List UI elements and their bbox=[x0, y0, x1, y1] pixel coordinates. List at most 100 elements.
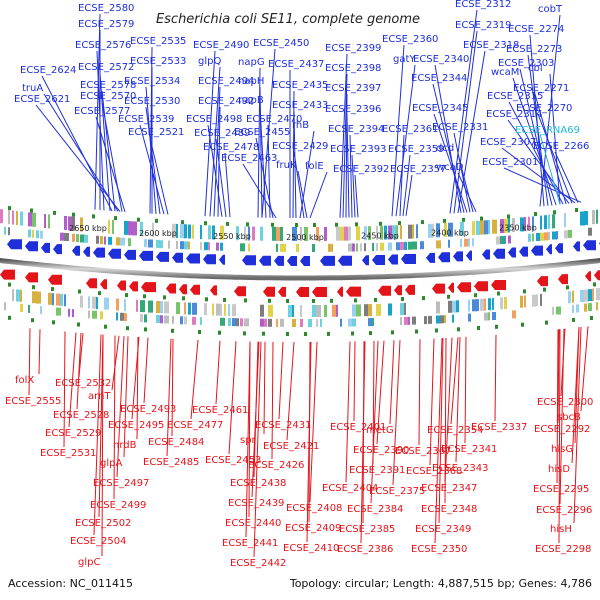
reverse-leader-line bbox=[76, 332, 82, 410]
forward-gene-label: ECSE_2314 bbox=[486, 109, 542, 120]
forward-feature-band bbox=[292, 227, 297, 241]
track-tick-dot bbox=[545, 320, 548, 325]
track-tick-dot bbox=[8, 315, 11, 320]
forward-gene-label: ECSE_2359 bbox=[388, 144, 444, 155]
forward-feature-band bbox=[380, 225, 383, 240]
reverse-leader-line bbox=[245, 341, 251, 538]
reverse-feature-band bbox=[320, 318, 322, 327]
forward-gene-arrow bbox=[531, 245, 543, 256]
forward-leader-line bbox=[391, 44, 405, 217]
forward-leader-line bbox=[402, 154, 411, 216]
forward-feature-band bbox=[156, 239, 160, 248]
forward-gene-label: ECSE_2478 bbox=[203, 142, 259, 153]
forward-gene-label: ECSE_2394 bbox=[328, 124, 384, 135]
reverse-feature-band bbox=[364, 304, 369, 317]
forward-feature-band bbox=[220, 225, 224, 240]
reverse-gene-label: ECSE_2408 bbox=[286, 503, 342, 514]
reverse-gene-label: ECSE_2504 bbox=[70, 536, 126, 547]
forward-leader-line bbox=[507, 119, 570, 204]
forward-feature-band bbox=[28, 212, 33, 227]
forward-feature-band bbox=[432, 223, 434, 238]
reverse-feature-band bbox=[88, 310, 90, 319]
forward-feature-band bbox=[184, 241, 189, 250]
reverse-feature-band bbox=[224, 303, 226, 316]
reverse-feature-band bbox=[216, 303, 220, 316]
track-tick-dot bbox=[457, 327, 460, 332]
forward-feature-band bbox=[148, 239, 153, 248]
track-tick-dot bbox=[421, 220, 424, 225]
forward-feature-band bbox=[380, 242, 384, 251]
forward-feature-band bbox=[188, 241, 190, 250]
reverse-gene-label: ECSE_2499 bbox=[90, 500, 146, 511]
forward-gene-arrow bbox=[573, 241, 580, 252]
reverse-gene-label: glpA bbox=[100, 458, 122, 469]
track-tick-dot bbox=[126, 326, 129, 331]
forward-feature-band bbox=[60, 232, 64, 241]
forward-leader-line bbox=[395, 64, 416, 217]
forward-feature-band bbox=[176, 224, 178, 238]
forward-gene-label: napB bbox=[238, 95, 264, 106]
forward-leader-line bbox=[351, 154, 356, 218]
reverse-feature-band bbox=[36, 291, 41, 304]
scale-ticks: 2650 kbp 2600 kbp 2550 kbp 2500 kbp 2450 kbp… bbox=[69, 224, 537, 242]
scale-tick-label: 2400 kbp bbox=[431, 229, 469, 238]
track-tick-dot bbox=[543, 287, 546, 292]
reverse-feature-band bbox=[408, 316, 410, 325]
track-tick-dot bbox=[198, 330, 201, 334]
reverse-feature-band bbox=[64, 294, 66, 307]
reverse-feature-band bbox=[356, 304, 361, 317]
reverse-feature-band bbox=[316, 305, 321, 317]
reverse-feature-band bbox=[540, 293, 542, 306]
reverse-gene-arrow bbox=[378, 285, 391, 296]
map-title: Escherichia coli SE11, complete genome bbox=[156, 12, 420, 27]
track-tick-dot bbox=[268, 298, 271, 303]
forward-leader-line bbox=[434, 64, 462, 213]
forward-feature-band bbox=[280, 226, 283, 241]
reverse-gene-arrow bbox=[491, 280, 506, 290]
track-tick-dot bbox=[447, 294, 450, 299]
forward-gene-label: ECSE_2494 bbox=[198, 76, 254, 87]
reverse-gene-arrow bbox=[296, 287, 309, 297]
reverse-feature-band bbox=[156, 301, 161, 313]
reverse-gene-label: ECSE_2532 bbox=[55, 378, 111, 389]
reverse-feature-band bbox=[228, 318, 231, 326]
reverse-feature-band bbox=[280, 318, 284, 327]
forward-feature-band bbox=[524, 217, 526, 232]
forward-leader-line bbox=[213, 86, 221, 217]
forward-feature-band bbox=[240, 243, 245, 252]
reverse-leader-line bbox=[353, 341, 356, 422]
reverse-gene-label: ECSE_2292 bbox=[534, 424, 590, 435]
forward-gene-arrow bbox=[388, 254, 398, 265]
genome-backbone bbox=[0, 257, 600, 281]
reverse-gene-label: sbcB bbox=[557, 412, 581, 423]
forward-gene-arrow bbox=[172, 252, 183, 263]
forward-gene-label: ECSE_2345 bbox=[412, 103, 468, 114]
forward-gene-arrow bbox=[508, 247, 516, 258]
reverse-feature-band bbox=[504, 297, 507, 309]
reverse-leader-line bbox=[38, 329, 41, 375]
reverse-gene-label: ECSE_2426 bbox=[248, 460, 304, 471]
track-tick-dot bbox=[8, 282, 11, 287]
forward-gene-label: cobT bbox=[538, 4, 563, 15]
reverse-gene-arrow bbox=[263, 286, 275, 297]
forward-feature-band bbox=[504, 235, 506, 244]
track-tick-dot bbox=[462, 217, 465, 222]
reverse-feature-band bbox=[184, 302, 186, 315]
reverse-feature-band bbox=[180, 316, 183, 325]
forward-feature-band bbox=[472, 238, 474, 247]
reverse-feature-band bbox=[20, 289, 22, 302]
forward-feature-band bbox=[108, 219, 110, 234]
reverse-gene-label: ECSE_2404 bbox=[322, 483, 378, 494]
track-tick-dot bbox=[521, 322, 524, 327]
reverse-feature-band bbox=[492, 312, 496, 320]
reverse-feature-band bbox=[184, 316, 187, 325]
forward-feature-band bbox=[464, 238, 468, 247]
forward-gene-label: ECSE_2533 bbox=[130, 56, 186, 67]
track-tick-dot bbox=[137, 217, 140, 222]
reverse-feature-band bbox=[388, 303, 392, 316]
forward-feature-band bbox=[548, 214, 550, 229]
forward-feature-band bbox=[392, 225, 397, 240]
track-tick-dot bbox=[480, 216, 483, 221]
reverse-feature-band bbox=[480, 298, 485, 311]
